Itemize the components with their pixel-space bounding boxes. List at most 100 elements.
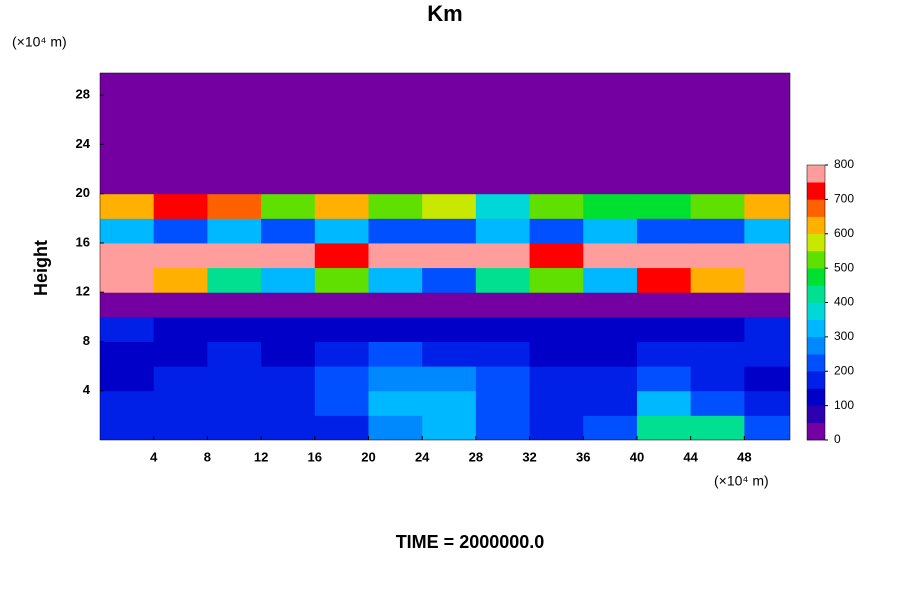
cell (422, 119, 477, 145)
cell (475, 73, 531, 96)
cell (261, 119, 316, 145)
cell (529, 218, 584, 244)
cell (422, 193, 477, 219)
plot-frame (99, 72, 791, 441)
cell (314, 169, 369, 195)
x-tick-label: 8 (204, 449, 211, 464)
cell (583, 169, 638, 195)
cell (744, 341, 790, 367)
cell (475, 193, 531, 219)
cell (475, 390, 531, 416)
cell (690, 73, 745, 96)
cell (475, 119, 531, 145)
cell (207, 169, 262, 195)
cell (207, 341, 262, 367)
cell (261, 366, 316, 392)
cell (368, 95, 423, 121)
cell (690, 169, 745, 195)
cell (314, 415, 369, 440)
cell (207, 267, 262, 293)
cell (690, 119, 745, 145)
cell (690, 144, 745, 170)
colorbar-tick-label: 500 (834, 260, 854, 274)
cell (583, 144, 638, 170)
cell (475, 292, 531, 318)
cell (583, 366, 638, 392)
cell (690, 316, 745, 342)
cell (422, 95, 477, 121)
cell (529, 267, 584, 293)
cell (636, 390, 692, 416)
colorbar-tick-label: 700 (834, 192, 854, 206)
cell (583, 390, 638, 416)
cell (368, 292, 423, 318)
chart-title: Km (427, 1, 462, 26)
cell (690, 366, 745, 392)
cell (153, 415, 208, 440)
cell (690, 193, 745, 219)
cell (422, 73, 477, 96)
cell (475, 366, 531, 392)
cell (744, 415, 790, 440)
cell (690, 390, 745, 416)
x-tick-label: 16 (308, 449, 322, 464)
colorbar-band (807, 268, 825, 286)
cell (207, 218, 262, 244)
cell (744, 366, 790, 392)
cell (100, 169, 155, 195)
cell (583, 193, 638, 219)
cell (368, 218, 423, 244)
y-tick-label: 16 (76, 234, 90, 249)
colorbar-tick-label: 600 (834, 226, 854, 240)
colorbar-band (807, 216, 825, 235)
colorbar-tick-label: 0 (834, 432, 841, 446)
cell (314, 341, 369, 367)
cell (744, 218, 790, 244)
cell (368, 73, 423, 96)
x-tick-label: 40 (630, 449, 644, 464)
cell (422, 292, 477, 318)
colorbar-band (807, 285, 825, 303)
cell (529, 415, 584, 440)
cell (368, 193, 423, 219)
cell (475, 95, 531, 121)
cell (153, 242, 208, 269)
cell (314, 366, 369, 392)
cell (475, 341, 531, 367)
y-unit: (×10⁴ m) (12, 34, 67, 50)
cell (636, 144, 692, 170)
x-tick-label: 20 (361, 449, 375, 464)
cell (314, 242, 369, 269)
cell (314, 144, 369, 170)
cell (529, 242, 584, 269)
cell (207, 119, 262, 145)
y-tick-label: 28 (76, 87, 90, 102)
cell (636, 415, 692, 440)
x-tick-label: 44 (683, 449, 698, 464)
cell (153, 218, 208, 244)
cell (583, 341, 638, 367)
cell (636, 316, 692, 342)
cell (636, 193, 692, 219)
cell (314, 73, 369, 96)
cell (100, 218, 155, 244)
colorbar-band (807, 165, 825, 183)
y-tick-label: 12 (76, 284, 90, 299)
x-unit: (×10⁴ m) (714, 473, 769, 489)
x-tick-label: 4 (150, 449, 158, 464)
cell (153, 341, 208, 367)
cell (422, 267, 477, 293)
cell (207, 73, 262, 96)
cell (529, 144, 584, 170)
cell (153, 193, 208, 219)
cell (100, 144, 155, 170)
cell (744, 169, 790, 195)
cell (636, 267, 692, 293)
cell (153, 292, 208, 318)
colorbar-band (807, 354, 825, 372)
cell (261, 292, 316, 318)
cell (744, 73, 790, 96)
colorbar-band (807, 199, 825, 217)
cell (153, 366, 208, 392)
